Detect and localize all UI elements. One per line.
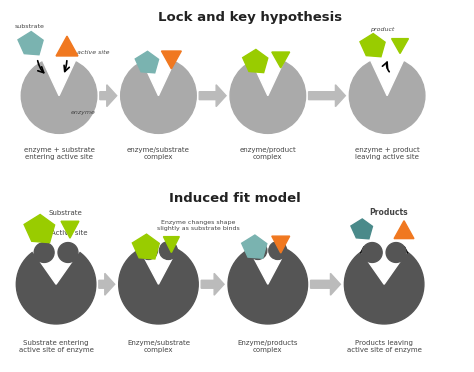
- Wedge shape: [32, 243, 80, 284]
- Text: Induced fit model: Induced fit model: [169, 192, 301, 205]
- Text: product: product: [370, 27, 394, 32]
- Circle shape: [58, 243, 78, 262]
- Polygon shape: [310, 273, 340, 295]
- Text: enzyme + substrate
entering active site: enzyme + substrate entering active site: [24, 147, 94, 160]
- Circle shape: [269, 241, 287, 259]
- Text: Products: Products: [369, 208, 408, 217]
- Polygon shape: [242, 235, 267, 258]
- Polygon shape: [243, 49, 268, 73]
- Text: Substrate: Substrate: [48, 210, 82, 216]
- Polygon shape: [272, 236, 290, 253]
- Circle shape: [34, 243, 54, 262]
- Circle shape: [21, 58, 97, 134]
- Circle shape: [230, 58, 306, 134]
- Text: Active site: Active site: [51, 230, 88, 235]
- Polygon shape: [56, 36, 78, 56]
- Circle shape: [249, 241, 267, 259]
- Wedge shape: [251, 56, 284, 96]
- Circle shape: [159, 241, 177, 259]
- Circle shape: [118, 244, 198, 324]
- Text: Enzyme/products
complex: Enzyme/products complex: [237, 340, 298, 353]
- Circle shape: [121, 58, 196, 134]
- Circle shape: [16, 244, 96, 324]
- Text: enzyme + product
leaving active site: enzyme + product leaving active site: [355, 147, 419, 160]
- Circle shape: [345, 244, 424, 324]
- Text: active site: active site: [77, 50, 109, 55]
- Text: enzyme/product
complex: enzyme/product complex: [239, 147, 296, 160]
- Text: Enzyme/substrate
complex: Enzyme/substrate complex: [127, 340, 190, 353]
- Text: enzyme/substrate
complex: enzyme/substrate complex: [127, 147, 190, 160]
- Circle shape: [139, 241, 157, 259]
- Polygon shape: [135, 51, 159, 73]
- Polygon shape: [392, 39, 409, 54]
- Polygon shape: [162, 51, 182, 69]
- Polygon shape: [100, 85, 117, 107]
- Polygon shape: [18, 32, 43, 55]
- Wedge shape: [42, 56, 76, 96]
- Wedge shape: [370, 56, 404, 96]
- Wedge shape: [248, 243, 287, 284]
- Polygon shape: [351, 219, 373, 239]
- Text: Enzyme changes shape
slightly as substrate binds: Enzyme changes shape slightly as substra…: [157, 220, 239, 231]
- Polygon shape: [201, 273, 224, 295]
- Text: substrate: substrate: [14, 24, 44, 29]
- Circle shape: [228, 244, 308, 324]
- Polygon shape: [164, 237, 179, 253]
- Polygon shape: [272, 52, 290, 68]
- Wedge shape: [139, 243, 178, 284]
- Text: Lock and key hypothesis: Lock and key hypothesis: [158, 11, 342, 24]
- Polygon shape: [24, 215, 55, 243]
- Polygon shape: [99, 273, 115, 295]
- Polygon shape: [199, 85, 226, 107]
- Wedge shape: [142, 56, 175, 96]
- Text: enzyme: enzyme: [71, 109, 96, 115]
- Text: Products leaving
active site of enzyme: Products leaving active site of enzyme: [346, 340, 421, 353]
- Wedge shape: [360, 243, 408, 284]
- Text: Substrate entering
active site of enzyme: Substrate entering active site of enzyme: [18, 340, 93, 353]
- Circle shape: [386, 243, 406, 262]
- Polygon shape: [360, 33, 385, 57]
- Polygon shape: [61, 221, 79, 238]
- Polygon shape: [132, 234, 159, 259]
- Circle shape: [349, 58, 425, 134]
- Polygon shape: [309, 85, 346, 107]
- Polygon shape: [394, 221, 414, 238]
- Circle shape: [362, 243, 382, 262]
